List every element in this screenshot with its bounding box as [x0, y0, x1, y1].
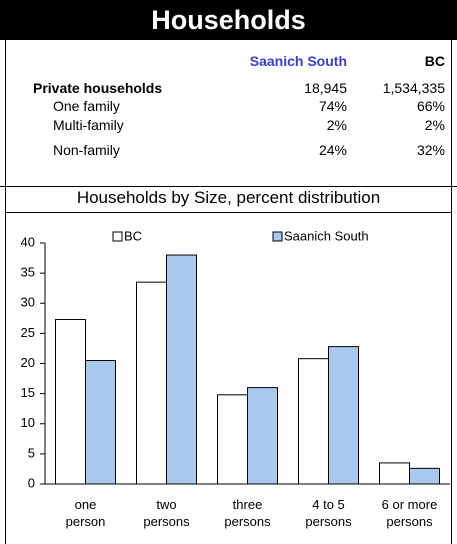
cell: 1,534,335 — [382, 80, 445, 96]
chart-box — [5, 212, 452, 544]
column-header: Saanich South — [249, 53, 347, 69]
chart: 0 5 10 15 20 25 30 35 40 BC Saanich South — [21, 228, 450, 490]
bar — [55, 319, 86, 485]
row-label: One family — [53, 98, 120, 114]
y-tick-label: 5 — [28, 445, 35, 460]
x-tick-label: 6 or more persons — [381, 497, 438, 529]
y-tick-label: 35 — [21, 265, 35, 280]
chart-title: Households by Size, percent distribution — [76, 188, 381, 207]
row-label: Multi-family — [53, 117, 124, 133]
x-tick-label: three persons — [224, 497, 271, 529]
column-header: BC — [424, 53, 445, 69]
x-tick-label: one person — [65, 497, 106, 529]
y-tick-label: 10 — [21, 415, 35, 430]
bar — [166, 254, 197, 485]
row-label: Non-family — [53, 142, 120, 158]
cell: 2% — [326, 117, 347, 133]
x-tick-label: 4 to 5 persons — [305, 497, 352, 529]
legend-swatch — [112, 231, 123, 242]
y-tick-label: 0 — [28, 475, 35, 490]
legend-label: BC — [124, 228, 142, 243]
bar — [379, 462, 410, 485]
x-tick-label: two persons — [143, 497, 190, 529]
cell: 24% — [318, 142, 347, 158]
divider — [0, 186, 457, 187]
bar — [298, 358, 329, 485]
y-tick-label: 20 — [21, 355, 35, 370]
bar — [85, 359, 116, 485]
y-tick-label: 15 — [21, 385, 35, 400]
cell: 32% — [416, 142, 445, 158]
cell: 18,945 — [304, 80, 347, 96]
title-bar: Households — [0, 0, 457, 40]
y-tick-label: 25 — [21, 325, 35, 340]
bar — [136, 281, 167, 485]
y-tick-label: 30 — [21, 295, 35, 310]
y-tick-label: 40 — [21, 234, 35, 249]
legend-label: Saanich South — [284, 228, 369, 243]
cell: 2% — [424, 117, 445, 133]
cell: 74% — [318, 98, 347, 114]
legend-swatch — [272, 231, 283, 242]
bar — [328, 346, 359, 485]
table-box — [5, 40, 452, 212]
bar — [247, 387, 278, 485]
bar — [217, 394, 248, 485]
row-label: Private households — [33, 80, 163, 96]
bar — [409, 467, 440, 485]
cell: 66% — [416, 98, 445, 114]
